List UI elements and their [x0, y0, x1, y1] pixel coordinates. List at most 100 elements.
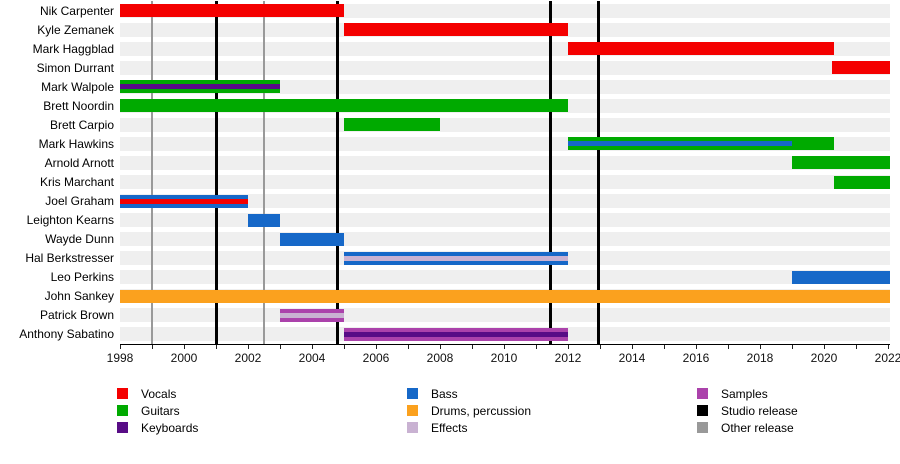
- legend-label: Vocals: [141, 387, 177, 401]
- legend-item-effects: Effects: [407, 421, 467, 435]
- member-name-label: Hal Berkstresser: [25, 251, 114, 266]
- x-axis-tick: [536, 345, 537, 349]
- x-axis-tick: [600, 345, 601, 349]
- x-axis-tick-label: 2008: [426, 351, 454, 365]
- legend-label: Effects: [431, 421, 468, 435]
- x-axis-tick: [664, 345, 665, 349]
- stripe-effects: [280, 312, 344, 318]
- x-axis-tick: [344, 345, 345, 349]
- x-axis-tick-label: 1998: [106, 351, 134, 365]
- x-axis-tick: [152, 345, 153, 349]
- x-axis-tick: [376, 345, 377, 349]
- row-band: [120, 79, 890, 94]
- x-axis-tick: [248, 345, 249, 349]
- legend-swatch-vocals: [117, 388, 128, 399]
- legend-item-bass: Bass: [407, 387, 458, 401]
- stripe-bass: [568, 141, 792, 147]
- row-band: [120, 60, 890, 75]
- studio-release-line: [596, 1, 600, 344]
- legend-label: Keyboards: [141, 421, 199, 435]
- studio-release-line: [336, 1, 340, 344]
- legend-label: Bass: [431, 387, 458, 401]
- stripe-vocals: [120, 198, 248, 204]
- member-name-label: Nik Carpenter: [39, 3, 114, 18]
- member-name-label: Leo Perkins: [50, 270, 114, 285]
- x-axis-tick: [120, 345, 121, 349]
- legend-item-vocals: Vocals: [117, 387, 176, 401]
- legend-item-keyboards: Keyboards: [117, 421, 198, 435]
- other-release-line: [151, 1, 153, 344]
- x-axis-tick: [472, 345, 473, 349]
- legend-label: Studio release: [721, 404, 798, 418]
- legend-label: Other release: [721, 421, 794, 435]
- member-name-label: Kris Marchant: [39, 175, 114, 190]
- x-axis-tick-label: 2002: [234, 351, 262, 365]
- x-axis-tick: [216, 345, 217, 349]
- row-band: [120, 232, 890, 247]
- member-name-label: Patrick Brown: [39, 308, 114, 323]
- legend-swatch-effects: [407, 422, 418, 433]
- x-axis-tick: [312, 345, 313, 349]
- x-axis-tick-label: 2020: [810, 351, 838, 365]
- legend-label: Samples: [721, 387, 768, 401]
- legend-swatch-studio: [697, 405, 708, 416]
- x-axis-tick-label: 2004: [298, 351, 326, 365]
- member-name-label: Anthony Sabatino: [19, 327, 114, 342]
- legend-item-samples: Samples: [697, 387, 768, 401]
- x-axis-tick: [760, 345, 761, 349]
- stripe-keyboards: [344, 331, 568, 337]
- member-name-label: Leighton Kearns: [26, 213, 114, 228]
- row-band: [120, 308, 890, 323]
- legend-item-drums: Drums, percussion: [407, 404, 531, 418]
- member-name-label: Simon Durrant: [36, 60, 114, 75]
- legend-swatch-guitars: [117, 405, 128, 416]
- x-axis-tick-label: 2022: [874, 351, 900, 365]
- bar-vocals: [344, 23, 568, 37]
- x-axis-tick: [504, 345, 505, 349]
- legend-swatch-other: [697, 422, 708, 433]
- stripe-effects: [344, 255, 568, 261]
- legend-swatch-drums: [407, 405, 418, 416]
- member-name-label: Wayde Dunn: [45, 232, 114, 247]
- bar-guitars: [833, 175, 890, 189]
- x-axis-tick-label: 2012: [554, 351, 582, 365]
- x-axis-tick: [888, 345, 889, 349]
- legend-item-guitars: Guitars: [117, 404, 180, 418]
- x-axis-tick: [280, 345, 281, 349]
- bar-guitars: [792, 156, 890, 170]
- x-axis-tick: [696, 345, 697, 349]
- bar-bass: [248, 213, 280, 227]
- x-axis-tick: [728, 345, 729, 349]
- x-axis-tick: [440, 345, 441, 349]
- bar-bass: [280, 232, 344, 246]
- other-release-line: [263, 1, 265, 344]
- studio-release-line: [548, 1, 552, 344]
- row-band: [120, 155, 890, 170]
- row-band: [120, 270, 890, 285]
- legend-label: Guitars: [141, 404, 180, 418]
- member-name-label: Arnold Arnott: [44, 155, 114, 170]
- x-axis-tick: [184, 345, 185, 349]
- row-band: [120, 194, 890, 209]
- x-axis-tick: [408, 345, 409, 349]
- legend-item-studio: Studio release: [697, 404, 798, 418]
- x-axis-tick-label: 2014: [618, 351, 646, 365]
- x-axis-tick-label: 2006: [362, 351, 390, 365]
- member-name-label: Brett Carpio: [49, 117, 114, 132]
- member-name-label: Mark Hawkins: [38, 136, 114, 151]
- member-name-label: Brett Noordin: [43, 98, 114, 113]
- bar-drums: [120, 289, 890, 303]
- legend-label: Drums, percussion: [431, 404, 532, 418]
- x-axis-tick: [568, 345, 569, 349]
- x-axis-line: [120, 344, 890, 345]
- legend-swatch-samples: [697, 388, 708, 399]
- x-axis-tick: [856, 345, 857, 349]
- x-axis-tick-label: 2000: [170, 351, 198, 365]
- row-band: [120, 117, 890, 132]
- x-axis-tick: [824, 345, 825, 349]
- bar-vocals: [568, 42, 834, 56]
- bar-vocals: [120, 4, 344, 18]
- member-name-label: Joel Graham: [45, 194, 114, 209]
- bar-guitars: [344, 118, 440, 132]
